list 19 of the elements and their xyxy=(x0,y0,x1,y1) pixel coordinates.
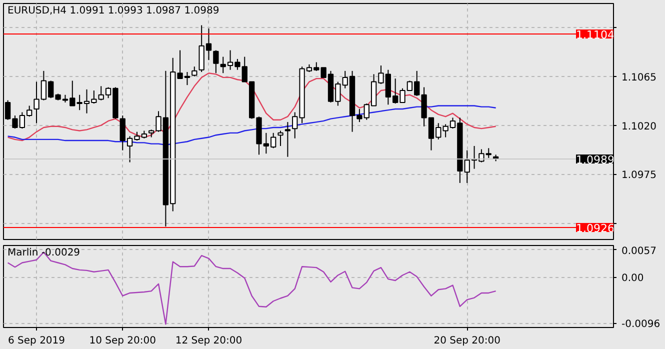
ref-line-label: 1.0989 xyxy=(576,154,615,167)
line-series xyxy=(7,105,496,146)
x-tick-label: 20 Sep 20:00 xyxy=(434,336,500,346)
candlestick xyxy=(284,122,291,158)
candlestick xyxy=(278,130,284,146)
chart-title: Marlin -0.0029 xyxy=(8,248,80,258)
y-tick-label: 0.0057 xyxy=(622,246,656,257)
y-tick-label: 1.1020 xyxy=(622,121,656,132)
x-tick-label: 12 Sep 20:00 xyxy=(175,336,242,346)
candlestick xyxy=(213,50,219,74)
y-tick-label: -0.0096 xyxy=(622,319,660,330)
x-tick-label: 10 Sep 20:00 xyxy=(89,336,156,346)
ref-line-label: 1.0926 xyxy=(576,222,615,236)
candlestick xyxy=(192,66,198,77)
chart-title: EURUSD,H4 1.0991 1.0993 1.0987 1.0989 xyxy=(8,6,220,16)
x-tick-label: 6 Sep 2019 xyxy=(8,336,66,346)
y-tick-label: 0.00 xyxy=(622,273,644,284)
y-tick-label: 1.1065 xyxy=(622,72,656,84)
y-tick-label: 1.0975 xyxy=(622,170,656,182)
